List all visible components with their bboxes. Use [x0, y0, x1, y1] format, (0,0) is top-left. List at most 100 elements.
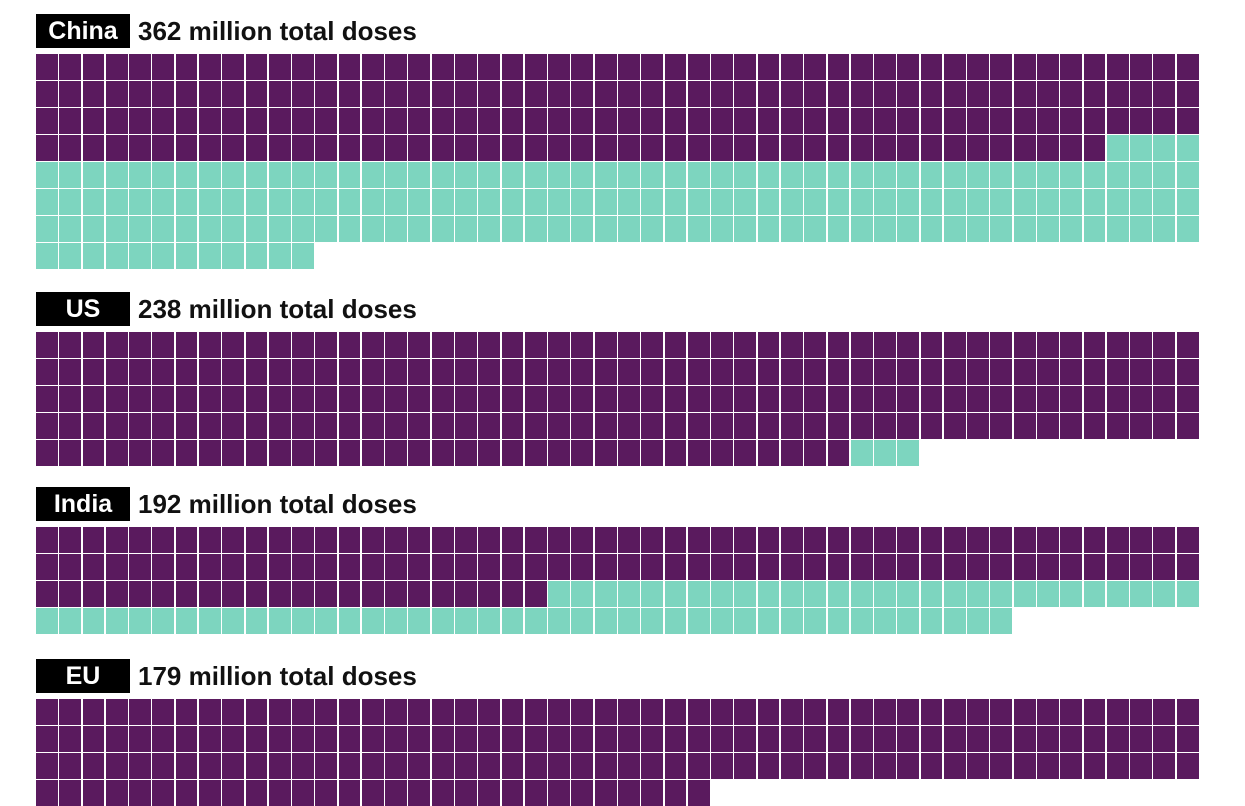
waffle-cell-second [594, 162, 617, 188]
waffle-cell-second [1013, 581, 1036, 607]
waffle-cell-first [315, 81, 338, 107]
waffle-cell-first [385, 753, 407, 779]
waffle-cell-first [827, 699, 850, 725]
waffle-cell-first [827, 359, 850, 385]
waffle-cell-first [152, 440, 175, 466]
waffle-cell-first [455, 699, 477, 725]
waffle-cell-first [594, 527, 617, 553]
waffle-cell-first [757, 81, 780, 107]
waffle-cell-second [129, 216, 151, 242]
waffle-cell-first [780, 413, 803, 439]
waffle-cell-first [175, 413, 198, 439]
waffle-cell-first [594, 135, 617, 161]
waffle-cell-first [1060, 699, 1083, 725]
waffle-cell-first [315, 135, 338, 161]
waffle-cell-second [967, 216, 989, 242]
waffle-cell-second [804, 581, 827, 607]
waffle-cell-second [245, 216, 268, 242]
waffle-cell-first [1013, 726, 1036, 752]
waffle-cell-first [734, 699, 757, 725]
waffle-cell-first [175, 753, 198, 779]
waffle-cell-second [757, 162, 780, 188]
waffle-cell-first [1060, 753, 1083, 779]
waffle-cell-first [152, 753, 175, 779]
waffle-cell-first [920, 135, 943, 161]
waffle-cell-first [664, 527, 687, 553]
waffle-cell-first [129, 359, 151, 385]
waffle-cell-first [292, 699, 314, 725]
waffle-cell-first [385, 386, 407, 412]
waffle-cell-first [850, 726, 873, 752]
waffle-cell-first [874, 527, 896, 553]
waffle-cell-second [455, 608, 477, 634]
waffle-cell-first [874, 386, 896, 412]
waffle-cell-first [315, 581, 338, 607]
waffle-cell-first [431, 413, 454, 439]
waffle-cell-first [385, 413, 407, 439]
waffle-cell-second [1153, 216, 1176, 242]
waffle-cell-second [967, 581, 989, 607]
waffle-cell-first [1013, 527, 1036, 553]
waffle-cell-first [780, 54, 803, 80]
waffle-cell-first [361, 780, 384, 806]
waffle-cell-first [734, 332, 757, 358]
waffle-cell-first [501, 135, 524, 161]
waffle-cell-first [641, 753, 664, 779]
waffle-cell-first [152, 581, 175, 607]
waffle-cell-first [198, 81, 221, 107]
waffle-cell-first [850, 359, 873, 385]
waffle-cell-first [1130, 81, 1152, 107]
waffle-cell-first [804, 386, 827, 412]
waffle-cell-first [687, 413, 710, 439]
waffle-cell-first [175, 581, 198, 607]
waffle-cell-first [478, 108, 501, 134]
waffle-cell-first [1037, 554, 1059, 580]
waffle-cell-first [129, 699, 151, 725]
waffle-cell-second [105, 162, 128, 188]
waffle-cell-first [361, 332, 384, 358]
waffle-cell-first [105, 554, 128, 580]
waffle-cell-first [129, 581, 151, 607]
waffle-cell-first [292, 54, 314, 80]
waffle-cell-first [1106, 359, 1129, 385]
waffle-cell-first [292, 81, 314, 107]
waffle-cell-first [478, 332, 501, 358]
waffle-cell-second [641, 581, 664, 607]
waffle-cell-second [664, 189, 687, 215]
waffle-cell-second [734, 581, 757, 607]
waffle-cell-first [292, 527, 314, 553]
waffle-cell-first [618, 386, 640, 412]
waffle-cell-second [711, 216, 733, 242]
waffle-cell-first [245, 726, 268, 752]
waffle-cell-second [198, 243, 221, 269]
waffle-cell-first [245, 413, 268, 439]
waffle-cell-first [222, 386, 245, 412]
waffle-cell-second [455, 189, 477, 215]
waffle-cell-first [361, 386, 384, 412]
waffle-cell-first [874, 135, 896, 161]
waffle-cell-second [361, 162, 384, 188]
waffle-cell-first [641, 726, 664, 752]
waffle-cell-first [385, 581, 407, 607]
waffle-cell-second [757, 216, 780, 242]
waffle-cell-first [129, 413, 151, 439]
waffle-cell-first [315, 753, 338, 779]
waffle-cell-first [82, 527, 105, 553]
waffle-cell-first [943, 753, 966, 779]
waffle-cell-first [455, 386, 477, 412]
waffle-cell-first [687, 81, 710, 107]
waffle-cell-first [408, 54, 431, 80]
waffle-cell-first [501, 440, 524, 466]
waffle-cell-second [897, 608, 920, 634]
waffle-cell-first [548, 753, 570, 779]
waffle-cell-first [757, 108, 780, 134]
waffle-cell-first [1153, 54, 1176, 80]
waffle-cell-first [827, 386, 850, 412]
waffle-cell-first [315, 726, 338, 752]
waffle-cell-first [897, 359, 920, 385]
waffle-cell-first [198, 135, 221, 161]
waffle-cell-first [408, 699, 431, 725]
waffle-cell-second [59, 608, 82, 634]
waffle-cell-first [780, 699, 803, 725]
waffle-cell-first [594, 753, 617, 779]
